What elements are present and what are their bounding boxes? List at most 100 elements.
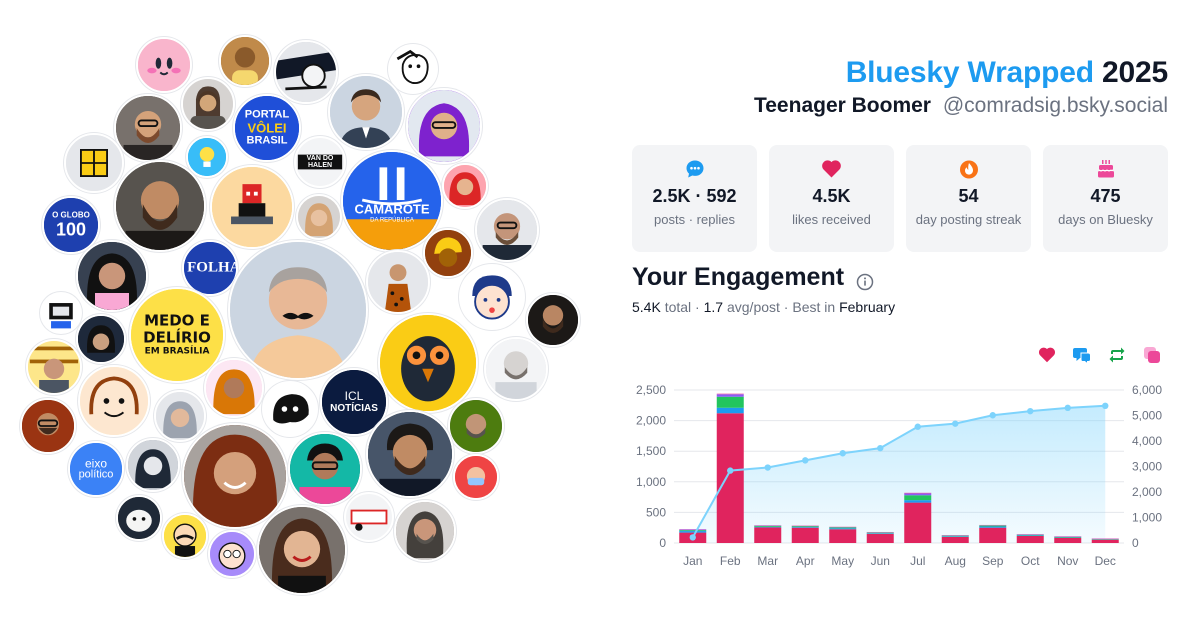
avatar-drawing-face[interactable] bbox=[78, 365, 150, 437]
avatar-man-bookshelf[interactable] bbox=[26, 339, 82, 395]
stat-card-likes: 4.5K likes received bbox=[769, 145, 894, 252]
avatar-oglobo-100[interactable]: O GLOBO 100 bbox=[42, 196, 100, 254]
avatar-man-long-hair[interactable] bbox=[394, 500, 456, 562]
avatar-man-outdoor[interactable] bbox=[448, 398, 504, 454]
avatar-tv-pixel[interactable] bbox=[40, 292, 82, 334]
oglobo-line-2: 100 bbox=[55, 219, 87, 240]
avatar-red-hair[interactable] bbox=[442, 163, 488, 209]
speech-bubble-icon bbox=[632, 159, 757, 179]
avatar-woman-leopard[interactable] bbox=[366, 250, 430, 314]
avatar-cartoon-face[interactable] bbox=[388, 44, 438, 94]
user-handle[interactable]: @comradsig.bsky.social bbox=[942, 94, 1168, 117]
repost-icon[interactable] bbox=[1108, 346, 1126, 364]
person-photo-icon bbox=[259, 507, 345, 593]
x-tick-label: Apr bbox=[796, 554, 815, 568]
person-photo-icon bbox=[116, 162, 204, 250]
y-left-tick-label: 0 bbox=[659, 536, 666, 550]
avatar-black-cartoon[interactable] bbox=[262, 381, 318, 437]
avatar-woman-dark-hair[interactable] bbox=[76, 240, 148, 312]
avatar-woman-short-hair[interactable] bbox=[76, 314, 126, 364]
avatar-lightbulb[interactable] bbox=[186, 136, 228, 178]
avatar-man-bearded-dark[interactable] bbox=[526, 293, 580, 347]
bar-segment-jul-4 bbox=[904, 492, 932, 494]
cumulative-point-may bbox=[839, 450, 846, 457]
bar-segment-may-2 bbox=[829, 527, 857, 529]
avatar-kirby[interactable] bbox=[136, 37, 192, 93]
avatar-cartoon-boy[interactable] bbox=[459, 264, 525, 330]
avatar-portal-volei[interactable]: PORTAL VÔLEI BRASIL bbox=[233, 94, 301, 162]
y-left-tick-label: 1,500 bbox=[636, 444, 666, 458]
avatar-emu[interactable] bbox=[378, 313, 478, 413]
person-photo-icon bbox=[290, 434, 360, 504]
avatar-masked-person[interactable] bbox=[453, 454, 499, 500]
bar-segment-mar-0 bbox=[754, 527, 782, 543]
avatar-woman-smile[interactable] bbox=[257, 505, 347, 595]
person-photo-icon bbox=[477, 200, 537, 260]
avatar-cartoon-mustache[interactable] bbox=[162, 513, 208, 559]
bar-segment-jun-1 bbox=[866, 533, 894, 534]
avatar-person-yellow-cap[interactable] bbox=[423, 228, 473, 278]
avatar-woman-glasses[interactable] bbox=[181, 77, 235, 131]
icl-line-2: NOTÍCIAS bbox=[330, 403, 378, 414]
avatar-woman-curly-red[interactable] bbox=[182, 423, 288, 529]
stat-label-streak: day posting streak bbox=[915, 212, 1022, 227]
avatar-camarote-republica[interactable]: CAMAROTE DA REPÚBLICA bbox=[341, 150, 443, 252]
y-left-tick-label: 1,000 bbox=[636, 475, 666, 489]
avatar-man-curly-smile[interactable] bbox=[366, 410, 454, 498]
bar-segment-may-0 bbox=[829, 529, 857, 543]
avatar-man-smiling-glasses[interactable] bbox=[20, 398, 76, 454]
info-icon[interactable] bbox=[856, 269, 874, 290]
bar-segment-nov-0 bbox=[1054, 537, 1082, 543]
avatar-man-glasses-hat[interactable] bbox=[288, 432, 362, 506]
avatar-folha[interactable]: FOLHA bbox=[182, 240, 238, 296]
avatar-american-sticker[interactable] bbox=[344, 492, 394, 542]
x-tick-label: Jun bbox=[871, 554, 890, 568]
avatar-man-older-glasses[interactable] bbox=[475, 198, 539, 262]
bar-segment-mar-2 bbox=[754, 525, 782, 527]
reply-icon[interactable] bbox=[1073, 346, 1091, 365]
avatar-man-beard-glasses[interactable] bbox=[114, 94, 182, 162]
bar-segment-feb-0 bbox=[716, 413, 744, 543]
avatar-icl-noticias[interactable]: ICL NOTÍCIAS bbox=[320, 368, 388, 436]
person-photo-icon bbox=[396, 502, 454, 560]
bar-segment-jun-2 bbox=[866, 532, 894, 534]
person-photo-icon bbox=[128, 440, 178, 490]
bar-segment-apr-1 bbox=[791, 527, 819, 528]
avatar-woman-blonde[interactable] bbox=[296, 194, 342, 240]
avatar-man-beard-office[interactable] bbox=[114, 160, 206, 252]
stat-value-likes: 4.5K bbox=[812, 186, 851, 206]
avatar-purple-hair[interactable] bbox=[406, 88, 482, 164]
avatar-man-suit[interactable] bbox=[328, 74, 404, 150]
bar-segment-jul-1 bbox=[904, 500, 932, 503]
drawing-face-icon bbox=[80, 367, 148, 435]
avatar-eixo-politico[interactable]: eixo político bbox=[68, 441, 124, 497]
folha-label: FOLHA bbox=[187, 259, 238, 276]
sketch-icon bbox=[276, 42, 336, 102]
page-title: Bluesky Wrapped 2025 bbox=[754, 56, 1168, 90]
heart-icon[interactable] bbox=[1038, 346, 1056, 364]
avatar-woman-gray-hair[interactable] bbox=[154, 390, 206, 442]
avatar-yellow-logo[interactable] bbox=[64, 133, 124, 193]
avatar-woman-bw[interactable] bbox=[126, 438, 180, 492]
stat-label-posts: posts · replies bbox=[654, 212, 735, 227]
avatar-man-bald[interactable] bbox=[484, 337, 548, 401]
avatar-drag-queen[interactable] bbox=[204, 358, 264, 418]
oglobo-line-1: O GLOBO bbox=[52, 210, 90, 220]
avatar-child-photo[interactable] bbox=[219, 35, 271, 87]
cumulative-point-jan bbox=[689, 534, 696, 541]
avatar-sushi-cat[interactable] bbox=[116, 495, 162, 541]
avatar-purple-cartoon[interactable] bbox=[208, 530, 256, 578]
avatar-van-do-halen[interactable]: VAN DO HALEN bbox=[294, 136, 346, 188]
total-label: total bbox=[664, 299, 692, 315]
header: Bluesky Wrapped 2025 Teenager Boomer @co… bbox=[754, 56, 1168, 118]
avatar-main-profile[interactable] bbox=[228, 240, 368, 380]
bar-segment-sep-2 bbox=[979, 525, 1007, 527]
lightbulb-icon bbox=[188, 138, 226, 176]
avatar-sketch-bw[interactable] bbox=[274, 40, 338, 104]
quote-icon[interactable] bbox=[1143, 346, 1161, 364]
avatar-pixel-fox[interactable] bbox=[210, 165, 294, 249]
bar-segment-apr-0 bbox=[791, 527, 819, 543]
avatar-medo-delirio[interactable]: MEDO E DELÍRIO EM BRASÍLIA bbox=[129, 287, 225, 383]
medo-line-3: EM BRASÍLIA bbox=[144, 346, 210, 357]
person-photo-icon bbox=[425, 230, 471, 276]
